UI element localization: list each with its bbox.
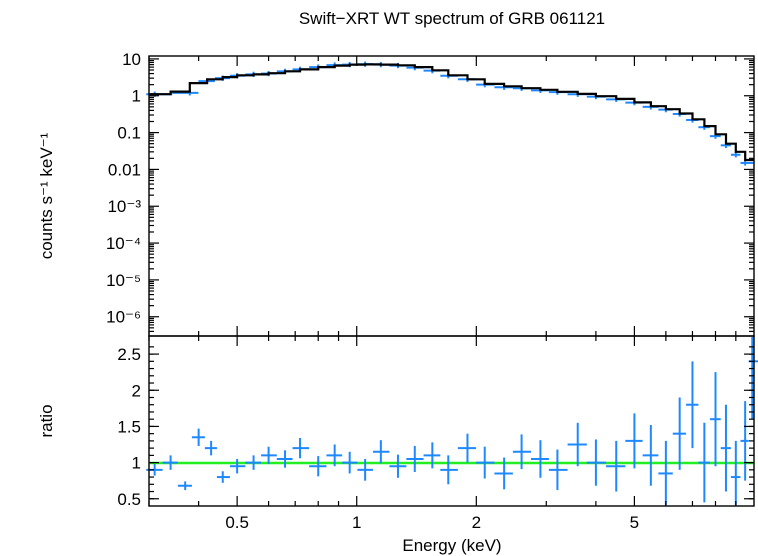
y-tick-label: 10 bbox=[122, 50, 141, 69]
ratio-data-point bbox=[586, 439, 607, 486]
y-tick-label: 1 bbox=[132, 454, 141, 473]
ratio-data-point bbox=[512, 434, 532, 470]
ratio-data-point bbox=[606, 440, 626, 492]
ratio-data-point bbox=[709, 372, 721, 467]
ratio-data-point bbox=[698, 422, 710, 503]
ratio-data-point bbox=[440, 455, 458, 485]
ratio-data-point bbox=[494, 457, 513, 490]
ratio-data-point bbox=[642, 424, 659, 486]
ratio-data-point bbox=[672, 397, 687, 470]
ratio-data-point bbox=[357, 458, 373, 481]
y-tick-label: 10⁻⁵ bbox=[106, 271, 141, 290]
y-tick-label: 1 bbox=[132, 87, 141, 106]
chart-title: Swift−XRT WT spectrum of GRB 061121 bbox=[299, 9, 605, 28]
spectrum-panel: 10 1 0.1 0.01 10⁻³ 10⁻⁴ 10⁻⁵ 10⁻⁶ counts s⁻¹ ke… bbox=[37, 50, 755, 337]
y-tick-label: 10⁻⁴ bbox=[106, 234, 141, 253]
ratio-data-point bbox=[531, 440, 549, 478]
spectrum-y-axis: 10 1 0.1 0.01 10⁻³ 10⁻⁴ 10⁻⁵ 10⁻⁶ bbox=[106, 50, 754, 332]
y-tick-label: 0.5 bbox=[117, 490, 141, 509]
y-tick-label: 0.1 bbox=[117, 124, 141, 143]
y-tick-label: 1.5 bbox=[117, 417, 141, 436]
ratio-data-point bbox=[740, 401, 749, 481]
ratio-data-point bbox=[309, 456, 327, 477]
ratio-data-point bbox=[204, 440, 217, 456]
spectrum-x-axis bbox=[148, 56, 737, 336]
ratio-data-point bbox=[567, 422, 587, 467]
ratio-data-point bbox=[229, 458, 246, 474]
y-tick-label: 2 bbox=[132, 381, 141, 400]
ratio-data-point bbox=[261, 446, 277, 465]
y-tick-label: 10⁻⁶ bbox=[106, 308, 141, 327]
ratio-data-point bbox=[406, 445, 424, 472]
y-tick-label: 2.5 bbox=[117, 345, 141, 364]
ratio-data-point bbox=[292, 438, 310, 459]
ratio-data-point bbox=[720, 404, 731, 492]
x-tick-label: 2 bbox=[472, 513, 481, 532]
x-tick-label: 5 bbox=[630, 513, 639, 532]
ratio-data-point bbox=[326, 444, 343, 467]
y-axis-label-counts: counts s⁻¹ keV⁻¹ bbox=[37, 132, 56, 259]
ratio-data-point bbox=[457, 433, 477, 463]
spectrum-data-point bbox=[730, 152, 741, 158]
y-tick-label: 10⁻³ bbox=[107, 197, 141, 216]
x-tick-label: 0.5 bbox=[225, 513, 249, 532]
y-axis-label-ratio: ratio bbox=[37, 404, 56, 437]
x-tick-label: 1 bbox=[352, 513, 361, 532]
ratio-panel-frame bbox=[148, 335, 755, 507]
ratio-data-point bbox=[191, 428, 205, 446]
ratio-data-point bbox=[162, 455, 178, 470]
ratio-data-point bbox=[177, 481, 192, 491]
ratio-data-point bbox=[423, 442, 441, 469]
ratio-y-axis: 0.5 1 1.5 2 2.5 bbox=[117, 345, 754, 509]
spectrum-data-point bbox=[740, 160, 754, 166]
ratio-data-point bbox=[216, 471, 230, 483]
ratio-data-point bbox=[686, 361, 699, 449]
ratio-data-point bbox=[548, 449, 568, 491]
spectrum-model-line bbox=[149, 63, 754, 162]
y-tick-label: 0.01 bbox=[108, 160, 141, 179]
ratio-data-point bbox=[372, 440, 390, 464]
ratio-data-point bbox=[342, 451, 358, 474]
ratio-data-point bbox=[658, 440, 673, 505]
ratio-data-point bbox=[276, 450, 293, 468]
ratio-data-point bbox=[245, 455, 262, 470]
ratio-x-axis: 0.5 1 2 5 bbox=[148, 336, 737, 532]
ratio-data-point bbox=[476, 446, 495, 479]
ratio-data-point bbox=[730, 440, 741, 505]
ratio-data-point bbox=[389, 454, 407, 478]
ratio-panel: 0.5 1 1.5 2 2.5 0.5 1 2 5 ratio Energy (keV) bbox=[37, 335, 758, 555]
ratio-data-points bbox=[146, 337, 758, 505]
ratio-data-point bbox=[625, 413, 643, 469]
x-axis-label: Energy (keV) bbox=[402, 536, 501, 555]
spectrum-panel-frame bbox=[148, 55, 755, 337]
